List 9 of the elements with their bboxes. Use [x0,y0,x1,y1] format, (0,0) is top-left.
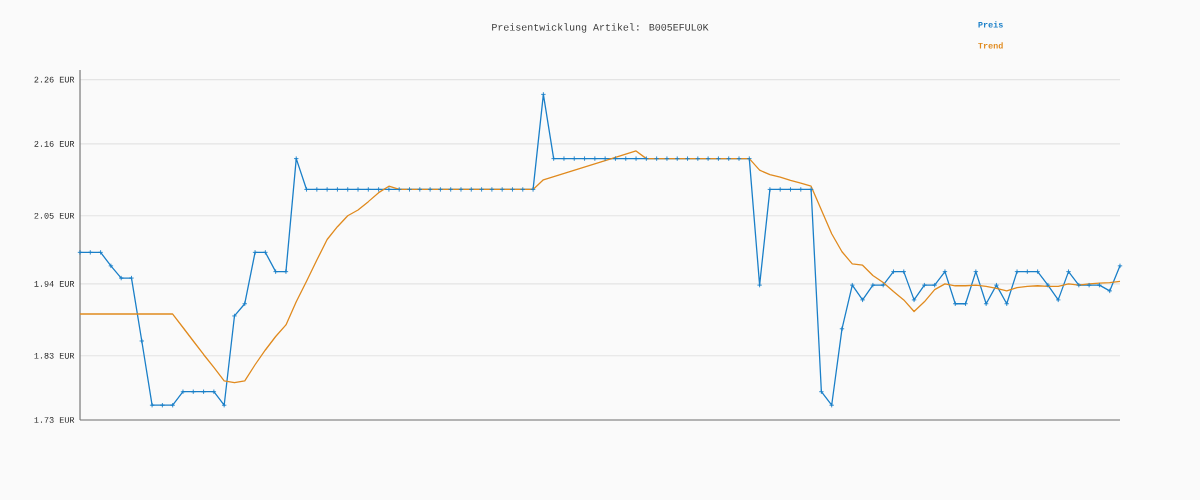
y-tick-label: 2.05 EUR [34,212,75,219]
y-tick-label: 1.73 EUR [34,417,75,423]
y-tick-label: 2.26 EUR [34,76,75,83]
text: Preis [978,21,1003,28]
chart-title: Preisentwicklung Artikel: B005EFUL0K [492,23,709,33]
y-tick-label: 1.83 EUR [34,352,75,359]
text: Trend [978,42,1003,49]
y-tick-label: 2.16 EUR [34,140,75,147]
y-tick-label: 1.94 EUR [34,280,75,287]
